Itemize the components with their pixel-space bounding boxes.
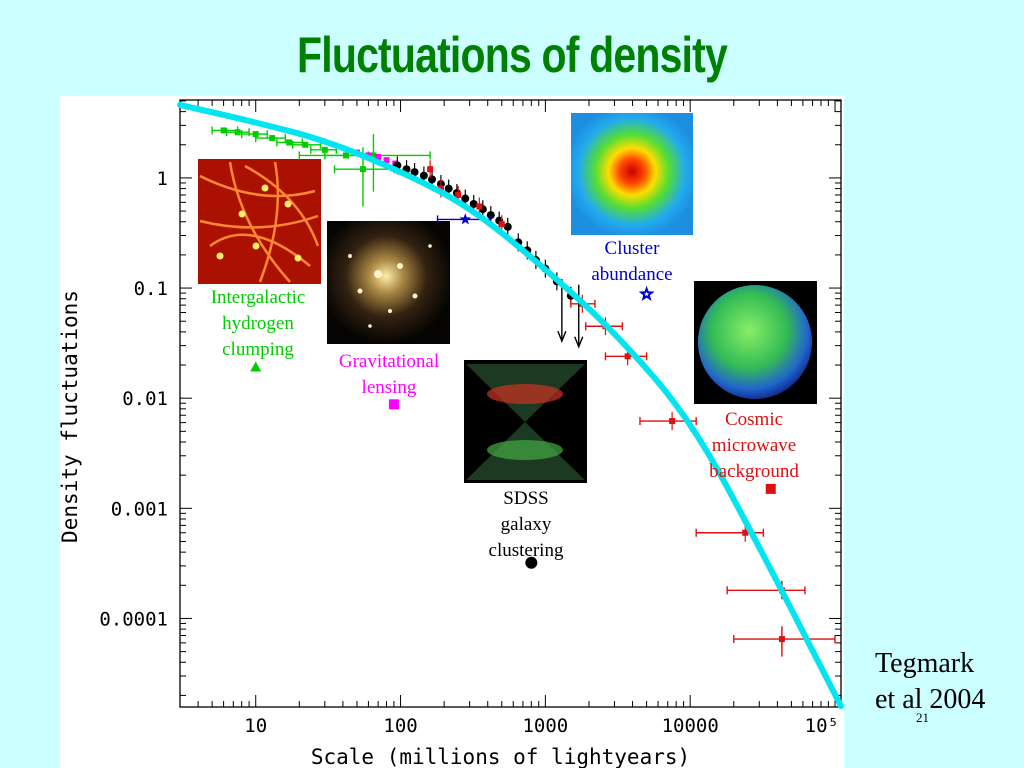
- data-point: [428, 175, 437, 184]
- legend-label-line: hydrogen: [222, 313, 294, 334]
- cluster-image-map: [571, 113, 693, 235]
- data-point: [220, 127, 227, 134]
- upper-limit-arrowhead: [574, 336, 584, 349]
- cluster-xray-image: [571, 113, 693, 235]
- filament: [199, 174, 316, 198]
- y-tick-label: 0.1: [134, 278, 168, 300]
- legend-label-line: Gravitational: [339, 351, 439, 372]
- data-point: [321, 146, 328, 153]
- sdss-red-band: [487, 384, 563, 404]
- data-point: [486, 211, 495, 220]
- galaxy-blob: [388, 309, 392, 313]
- data-point: [302, 141, 309, 148]
- cmb-sphere: [698, 285, 812, 399]
- bright-node: [261, 184, 269, 192]
- legend-label-line: background: [709, 461, 799, 482]
- citation-line-2: et al 2004: [875, 684, 986, 715]
- citation: Tegmark et al 2004: [875, 646, 985, 718]
- legend-label-line: clustering: [489, 540, 564, 561]
- y-tick-label: 1: [157, 168, 168, 190]
- data-point: [410, 168, 419, 177]
- data-point: [455, 191, 462, 198]
- legend-label-line: Cosmic: [725, 409, 783, 430]
- legend-label-line: clumping: [222, 339, 294, 360]
- y-tick-label: 0.0001: [99, 608, 168, 630]
- data-point: [498, 221, 505, 228]
- data-point: [476, 203, 483, 210]
- galaxy-blob: [368, 324, 372, 328]
- data-point: [669, 418, 676, 425]
- x-tick-label: 10: [244, 715, 267, 737]
- data-point: [419, 171, 428, 180]
- galaxy-blob: [412, 293, 418, 299]
- sdss-wedge-map-image: [464, 360, 587, 483]
- data-point: [459, 213, 472, 225]
- filament: [228, 161, 291, 283]
- x-tick-label: 10000: [662, 715, 719, 737]
- bright-node: [216, 252, 224, 260]
- legend-marker: [638, 285, 655, 302]
- density-fluctuation-chart: 10 100 1000 10000 10⁵ 1 0.1 0.01 0.001 0.0001 Scal…: [60, 99, 844, 768]
- data-point: [444, 184, 453, 193]
- y-tick-label: 0.01: [122, 388, 168, 410]
- data-point: [461, 194, 470, 203]
- galaxy-blob: [374, 270, 382, 278]
- galaxy-cluster-lensing-image: [327, 221, 450, 344]
- legend-marker: [525, 556, 538, 569]
- lensing-image-background: [327, 221, 450, 344]
- slide-title: Fluctuations of density: [297, 27, 728, 83]
- filament: [258, 161, 280, 283]
- data-point: [234, 129, 241, 136]
- legend-marker: [765, 483, 776, 494]
- galaxy-blob: [397, 263, 403, 269]
- y-tick-label: 0.001: [111, 498, 168, 520]
- chart-panel: 10 100 1000 10000 10⁵ 1 0.1 0.01 0.001 0.0001 Scal…: [60, 96, 844, 768]
- sdss-green-band: [487, 440, 563, 460]
- bright-node: [294, 254, 302, 262]
- x-tick-label: 10⁵: [805, 715, 839, 737]
- citation-line-1: Tegmark: [875, 648, 975, 679]
- x-tick-label: 1000: [522, 715, 568, 737]
- data-point: [742, 529, 749, 536]
- galaxy-blob: [348, 254, 352, 258]
- legend-label-line: microwave: [712, 435, 796, 456]
- slide-number: 21: [916, 710, 929, 725]
- upper-limit-arrowhead: [557, 330, 567, 343]
- data-point: [269, 135, 276, 142]
- data-point: [469, 199, 478, 208]
- galaxy-blob: [357, 288, 363, 294]
- data-point: [286, 139, 293, 146]
- data-point: [359, 166, 366, 173]
- x-tick-label: 100: [383, 715, 417, 737]
- data-point: [503, 222, 512, 231]
- data-point: [778, 636, 785, 643]
- filament: [244, 164, 320, 247]
- y-axis-label: Density fluctuations: [60, 290, 82, 543]
- legend-label-line: galaxy: [501, 514, 552, 535]
- cmb-sphere-image: [694, 281, 817, 404]
- hydrogen-simulation-image: [198, 159, 321, 284]
- data-point: [370, 152, 377, 159]
- x-axis-label: Scale (millions of lightyears): [311, 745, 690, 768]
- bright-node: [238, 210, 246, 218]
- data-point: [427, 166, 434, 173]
- legend-label-line: Cluster: [605, 238, 661, 259]
- data-point: [375, 153, 382, 160]
- legend-label-line: lensing: [362, 377, 417, 398]
- data-point: [383, 157, 390, 164]
- data-point: [624, 353, 631, 360]
- legend-marker: [388, 399, 399, 410]
- legend-label-line: Intergalactic: [211, 287, 306, 308]
- legend-label-line: abundance: [591, 264, 672, 285]
- galaxy-blob: [428, 244, 432, 248]
- legend-marker: [250, 361, 262, 372]
- theory-curve: [177, 101, 844, 710]
- legend-label-line: SDSS: [503, 488, 548, 509]
- bright-node: [252, 242, 260, 250]
- bright-node: [284, 200, 292, 208]
